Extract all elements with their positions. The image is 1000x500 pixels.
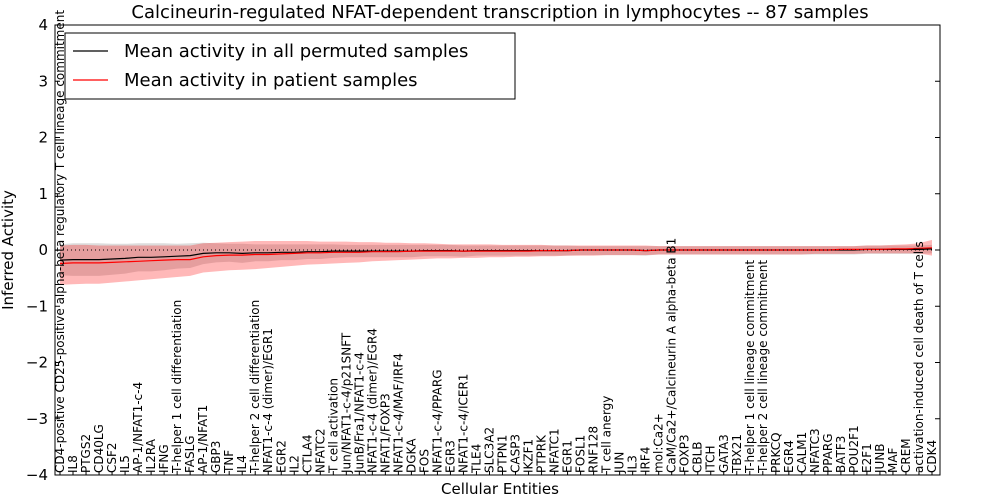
category-label: IL3 <box>626 455 640 473</box>
category-label: T cell activation <box>326 378 340 474</box>
band-series-0 <box>60 242 932 276</box>
y-tick-label: 0 <box>38 241 48 259</box>
category-label: TBX21 <box>730 434 744 474</box>
category-label: EGR4 <box>782 440 796 473</box>
legend: Mean activity in all permuted samples Me… <box>64 32 516 100</box>
category-label: Jun/NFAT1-c-4/p21SNFT <box>339 332 353 474</box>
category-label: EGR2 <box>274 440 288 473</box>
chart-title: Calcineurin-regulated NFAT-dependent tra… <box>131 2 868 23</box>
category-label: RNF128 <box>587 426 601 473</box>
band-series-1 <box>60 239 932 285</box>
category-label: AP-1/NFAT1 <box>196 405 210 473</box>
category-label: IL2 <box>287 455 301 473</box>
category-label: EGR1 <box>561 440 575 473</box>
category-label: NFAT1-c-4/ICER1 <box>456 374 470 473</box>
category-label: CASP3 <box>509 434 523 473</box>
category-label: E2F1 <box>860 443 874 473</box>
category-label: PTGS2 <box>79 434 93 473</box>
category-label: CTLA4 <box>300 434 314 473</box>
category-label: PTPN1 <box>496 435 510 473</box>
category-label: ITCH <box>704 445 718 473</box>
category-label: JUN <box>613 452 627 474</box>
category-label: JunB/Fra1/NFAT1-c-4 <box>352 352 366 474</box>
category-label: NFAT1-c-4/PPARG <box>430 369 444 473</box>
category-label: FOS <box>417 449 431 473</box>
confidence-bands <box>60 239 932 285</box>
category-label: JUNB <box>873 443 887 474</box>
category-label: T-helper 2 cell differentiation <box>248 300 262 474</box>
y-tick-label: −4 <box>26 466 48 484</box>
category-label: CALM1 <box>795 432 809 473</box>
category-label: NFATC2 <box>313 428 327 473</box>
x-axis-label: Cellular Entities <box>441 480 559 498</box>
category-label: PRKCQ <box>769 432 783 473</box>
category-label: FOSL1 <box>574 435 588 473</box>
category-label: activation-induced cell death of T cells <box>912 241 926 473</box>
category-label: T cell anergy <box>600 396 614 474</box>
category-label: DGKA <box>404 438 418 473</box>
category-label: GATA3 <box>717 434 731 473</box>
y-tick-label: −3 <box>26 410 48 428</box>
category-label: GBP3 <box>209 441 223 473</box>
category-label: TNF <box>222 450 236 474</box>
category-label: NFAT1-c-4 (dimer)/EGR4 <box>365 328 379 473</box>
y-tick-label: 4 <box>38 16 48 34</box>
legend-entry-permuted: Mean activity in all permuted samples <box>124 41 468 62</box>
category-label: IL4 <box>235 455 249 473</box>
category-label: T-helper 2 cell lineage commitment <box>756 260 770 474</box>
y-tick-label: 2 <box>38 129 48 147</box>
category-label: NFAT1-c-4 (dimer)/EGR1 <box>261 328 275 473</box>
y-tick-label: −1 <box>26 297 48 315</box>
category-label: PTPRK <box>535 434 549 473</box>
category-label: CDK4 <box>925 440 939 473</box>
y-tick-label: 1 <box>38 185 48 203</box>
category-label: IL8 <box>66 455 80 473</box>
category-label: PPARG <box>821 433 835 473</box>
category-label: mol:Ca2+ <box>652 413 666 473</box>
category-label: T-helper 1 cell differentiation <box>170 300 184 474</box>
series-lines <box>59 247 933 265</box>
plot-area: CD4-positive CD25-positive alpha-beta re… <box>26 10 941 484</box>
category-label: MAF <box>886 447 900 473</box>
category-label: CD4-positive CD25-positive alpha-beta re… <box>53 10 67 473</box>
category-label: T-helper 1 cell lineage commitment <box>743 260 757 474</box>
category-label: CSF2 <box>105 442 119 473</box>
line-series-1 <box>59 247 933 265</box>
category-label: IRF4 <box>639 447 653 473</box>
category-label: SLC3A2 <box>482 427 496 473</box>
category-label: CBLB <box>691 441 705 473</box>
category-label: CD40LG <box>92 424 106 473</box>
category-label: NFATC3 <box>808 428 822 473</box>
category-label: CaM/Ca2+/Calcineurin A alpha-beta B1 <box>665 238 679 473</box>
category-label: POU2F1 <box>847 425 861 473</box>
legend-entry-patient: Mean activity in patient samples <box>124 70 418 91</box>
category-label: BATF3 <box>834 436 848 473</box>
category-label: NFATC1 <box>548 428 562 473</box>
category-label: IKZF1 <box>522 439 536 473</box>
category-label: NFAT1-c-4/MAF/IRF4 <box>391 353 405 473</box>
legend-box <box>64 32 516 100</box>
y-tick-label: 3 <box>38 72 48 90</box>
category-label: IL5 <box>118 455 132 473</box>
category-label: FOXP3 <box>678 434 692 473</box>
category-labels: CD4-positive CD25-positive alpha-beta re… <box>53 10 939 475</box>
y-axis-ticks: −4 −3 −2 −1 0 1 2 3 4 <box>26 16 940 484</box>
category-label: NFAT1/FOXP3 <box>378 393 392 473</box>
category-label: EGR3 <box>443 440 457 473</box>
category-label: AP-1/NFAT1-c-4 <box>131 382 145 473</box>
category-label: CREM <box>899 438 913 473</box>
category-label: FASLG <box>183 435 197 473</box>
category-label: TLE4 <box>469 444 483 474</box>
y-axis-label: Inferred Activity <box>0 190 17 310</box>
category-label: IL2RA <box>144 438 158 473</box>
category-label: IFNG <box>157 444 171 473</box>
y-tick-label: −2 <box>26 354 48 372</box>
